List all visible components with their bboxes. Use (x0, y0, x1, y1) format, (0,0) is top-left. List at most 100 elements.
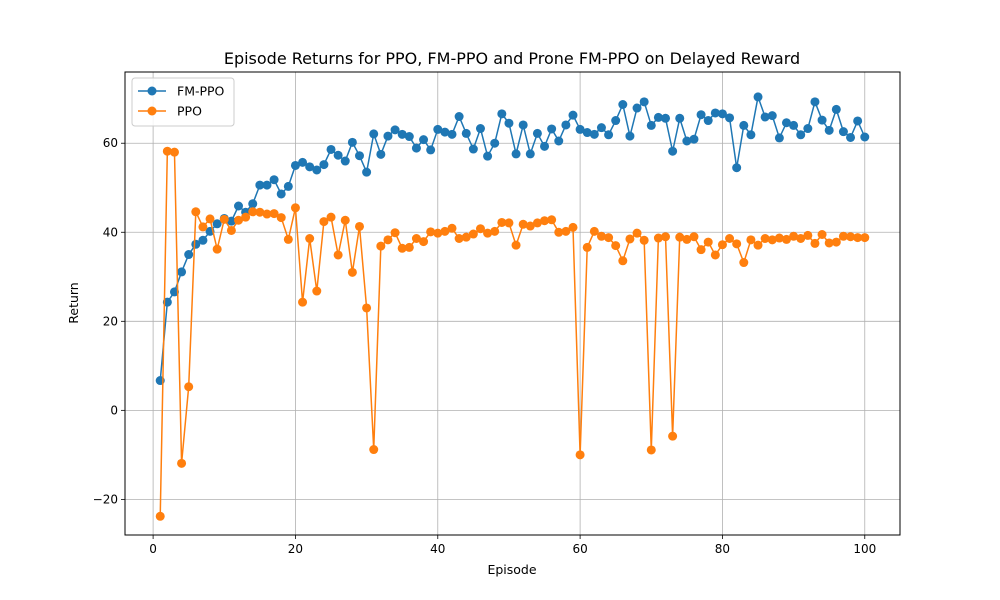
data-point-fm-ppo (255, 180, 265, 190)
data-point-ppo (668, 431, 678, 441)
data-point-fm-ppo (632, 103, 642, 113)
data-point-ppo (383, 235, 393, 245)
data-point-fm-ppo (582, 128, 592, 138)
data-point-fm-ppo (468, 144, 478, 154)
data-point-fm-ppo (732, 163, 742, 173)
data-point-ppo (205, 214, 215, 224)
data-point-fm-ppo (262, 180, 272, 190)
data-point-fm-ppo (753, 92, 763, 102)
legend-marker-fm-ppo (147, 86, 157, 96)
data-point-ppo (725, 234, 735, 244)
data-point-ppo (532, 218, 542, 228)
legend-label-ppo: PPO (177, 104, 202, 119)
data-point-ppo (689, 232, 699, 242)
data-point-ppo (589, 226, 599, 236)
data-point-ppo (540, 216, 550, 226)
data-point-fm-ppo (639, 97, 649, 107)
data-point-fm-ppo (803, 124, 813, 134)
data-point-fm-ppo (625, 131, 635, 141)
x-tick-label: 100 (853, 542, 876, 556)
plot-area (124, 71, 901, 536)
data-point-ppo (155, 511, 165, 521)
data-point-ppo (354, 221, 364, 231)
series-ppo (155, 146, 870, 521)
data-point-ppo (241, 212, 251, 222)
data-point-fm-ppo (483, 151, 493, 161)
data-point-ppo (817, 229, 827, 239)
data-point-ppo (504, 218, 514, 228)
y-tick-label: −20 (93, 492, 118, 506)
data-point-fm-ppo (646, 120, 656, 130)
data-point-ppo (468, 229, 478, 239)
data-point-fm-ppo (433, 124, 443, 134)
x-tick-label: 40 (430, 542, 445, 556)
data-point-ppo (675, 232, 685, 242)
data-point-ppo (326, 212, 336, 222)
y-tick-label: 0 (110, 403, 118, 417)
data-point-fm-ppo (774, 133, 784, 143)
data-point-ppo (440, 226, 450, 236)
data-point-ppo (347, 267, 357, 277)
data-point-fm-ppo (276, 189, 286, 199)
data-point-fm-ppo (575, 124, 585, 134)
data-point-fm-ppo (333, 150, 343, 160)
x-tick-label: 80 (715, 542, 730, 556)
data-point-ppo (461, 232, 471, 242)
data-point-ppo (248, 207, 258, 217)
data-point-ppo (433, 228, 443, 238)
data-point-fm-ppo (846, 132, 856, 142)
data-point-fm-ppo (611, 116, 621, 126)
data-point-fm-ppo (668, 146, 678, 156)
data-point-ppo (454, 234, 464, 244)
data-point-fm-ppo (411, 143, 421, 153)
data-point-ppo (191, 207, 201, 217)
data-point-fm-ppo (198, 235, 208, 245)
data-point-fm-ppo (817, 115, 827, 125)
axis-ticks: 0 20 40 60 80 100 −20 0 20 40 60 (93, 136, 877, 556)
data-point-fm-ppo (689, 134, 699, 144)
data-point-ppo (767, 235, 777, 245)
data-point-fm-ppo (561, 120, 571, 130)
y-tick-label: 20 (103, 314, 118, 328)
data-point-ppo (561, 226, 571, 236)
data-point-fm-ppo (518, 120, 528, 130)
data-point-ppo (582, 242, 592, 252)
x-axis-label: Episode (487, 562, 536, 577)
data-point-fm-ppo (340, 156, 350, 166)
data-point-ppo (162, 146, 172, 156)
data-point-ppo (369, 445, 379, 455)
data-point-fm-ppo (426, 145, 436, 155)
data-point-fm-ppo (860, 132, 870, 142)
data-point-ppo (376, 241, 386, 251)
data-point-fm-ppo (596, 123, 606, 133)
data-point-fm-ppo (362, 167, 372, 177)
data-point-fm-ppo (554, 136, 564, 146)
y-axis-label: Return (66, 282, 81, 323)
data-point-ppo (696, 245, 706, 255)
data-point-ppo (404, 242, 414, 252)
data-point-fm-ppo (511, 149, 521, 159)
data-point-ppo (575, 450, 585, 460)
data-point-ppo (682, 234, 692, 244)
series-line-ppo (159, 150, 865, 517)
data-point-ppo (661, 232, 671, 242)
data-point-fm-ppo (454, 112, 464, 122)
data-point-ppo (732, 239, 742, 249)
data-point-fm-ppo (675, 113, 685, 123)
data-point-ppo (710, 250, 720, 260)
data-point-ppo (426, 227, 436, 237)
data-point-ppo (838, 231, 848, 241)
data-point-ppo (596, 231, 606, 241)
data-point-fm-ppo (319, 160, 329, 170)
data-point-ppo (781, 234, 791, 244)
data-point-ppo (276, 213, 286, 223)
data-point-ppo (739, 258, 749, 268)
data-point-ppo (760, 234, 770, 244)
data-point-ppo (319, 217, 329, 227)
data-point-ppo (625, 234, 635, 244)
data-point-ppo (547, 215, 557, 225)
data-point-fm-ppo (831, 104, 841, 114)
data-point-fm-ppo (853, 116, 863, 126)
data-point-ppo (411, 234, 421, 244)
